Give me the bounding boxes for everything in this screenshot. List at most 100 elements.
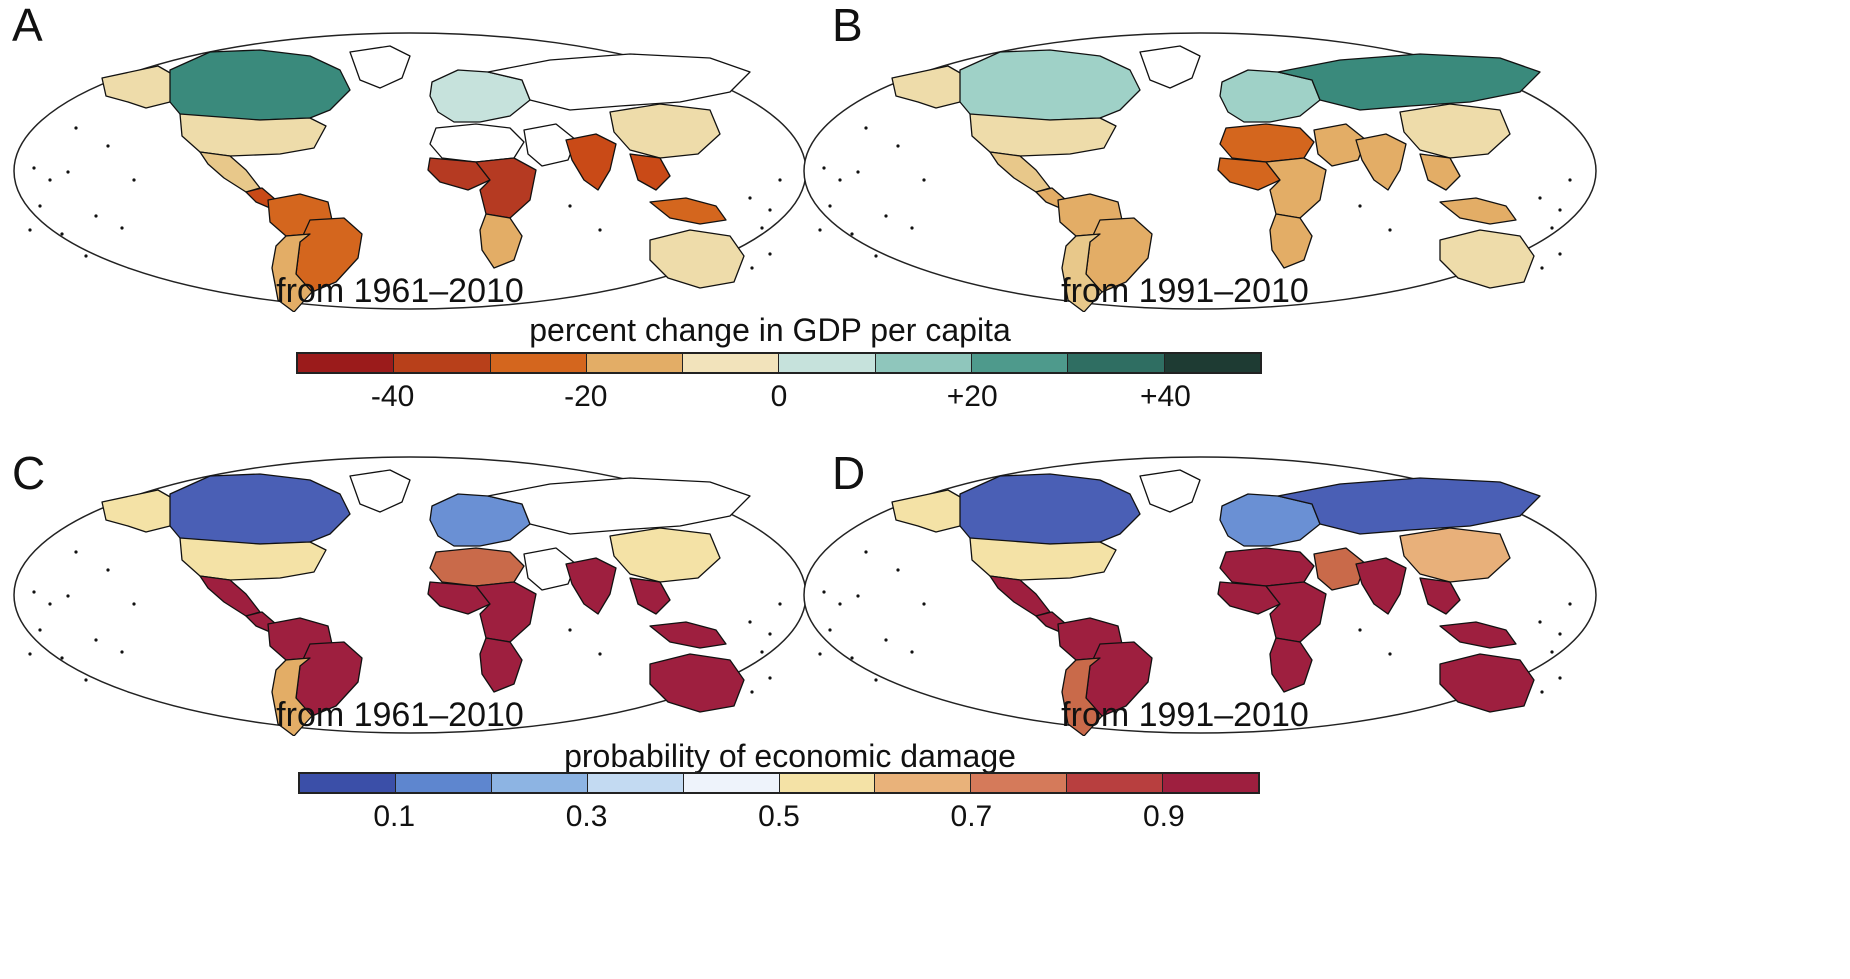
region-nafrica bbox=[1219, 547, 1315, 587]
island-dot bbox=[38, 204, 42, 208]
island-dot bbox=[874, 678, 878, 682]
island-dot bbox=[1558, 676, 1562, 680]
gdp-legend-swatch bbox=[586, 354, 684, 372]
region-russia bbox=[487, 53, 751, 111]
island-dot bbox=[1568, 602, 1572, 606]
region-usa bbox=[969, 113, 1117, 157]
gdp-legend-swatch bbox=[394, 354, 491, 372]
island-dot bbox=[778, 178, 782, 182]
gdp-legend-swatch bbox=[1068, 354, 1165, 372]
island-dot bbox=[838, 178, 842, 182]
region-sa-south bbox=[1061, 657, 1103, 736]
island-dot bbox=[1388, 228, 1392, 232]
region-alaska bbox=[101, 65, 173, 109]
island-dot bbox=[778, 602, 782, 606]
island-dot bbox=[120, 226, 124, 230]
prob-legend-title: probability of economic damage bbox=[564, 738, 1016, 774]
island-dot bbox=[822, 590, 826, 594]
region-russia bbox=[487, 477, 751, 535]
island-dot bbox=[32, 166, 36, 170]
island-dot bbox=[28, 228, 32, 232]
world-map-d bbox=[803, 456, 1597, 736]
region-india bbox=[1355, 133, 1407, 191]
region-australia bbox=[649, 653, 745, 713]
gdp-legend-swatch bbox=[779, 354, 876, 372]
island-dot bbox=[84, 678, 88, 682]
prob-legend-tick: 0.7 bbox=[950, 800, 993, 833]
island-dot bbox=[66, 170, 70, 174]
prob-legend-swatch bbox=[395, 774, 492, 792]
island-dot bbox=[864, 126, 868, 130]
island-dot bbox=[60, 656, 64, 660]
region-alaska bbox=[891, 489, 963, 533]
region-australia bbox=[649, 229, 745, 289]
gdp-legend-swatch bbox=[972, 354, 1069, 372]
region-middle-east bbox=[1313, 123, 1367, 167]
region-india bbox=[565, 133, 617, 191]
region-south-africa bbox=[1269, 637, 1313, 693]
panel-letter-d: D bbox=[832, 447, 866, 499]
region-australia bbox=[1439, 229, 1535, 289]
prob-legend-swatch bbox=[875, 774, 972, 792]
island-dot bbox=[1550, 226, 1554, 230]
island-dot bbox=[94, 214, 98, 218]
region-nafrica bbox=[1219, 123, 1315, 163]
island-dot bbox=[884, 638, 888, 642]
island-dot bbox=[818, 228, 822, 232]
island-dot bbox=[1358, 204, 1362, 208]
panel-letter-b: B bbox=[832, 0, 863, 51]
prob-legend-swatch bbox=[779, 774, 876, 792]
period-label-d: from 1991–2010 bbox=[1061, 696, 1309, 734]
region-china bbox=[1399, 103, 1511, 159]
island-dot bbox=[132, 178, 136, 182]
island-dot bbox=[922, 602, 926, 606]
region-se-asia bbox=[629, 577, 671, 615]
prob-legend-swatch bbox=[1163, 774, 1259, 792]
world-map-c bbox=[13, 456, 807, 736]
island-dot bbox=[896, 568, 900, 572]
gdp-legend-tick: +20 bbox=[946, 380, 998, 413]
prob-legend-tick: 0.5 bbox=[758, 800, 800, 833]
island-dot bbox=[94, 638, 98, 642]
island-dot bbox=[828, 628, 832, 632]
gdp-legend-swatch bbox=[298, 354, 395, 372]
island-dot bbox=[850, 232, 854, 236]
region-south-africa bbox=[479, 213, 523, 269]
island-dot bbox=[838, 602, 842, 606]
prob-legend-tick: 0.1 bbox=[373, 800, 416, 833]
world-map-b bbox=[803, 32, 1597, 312]
gdp-legend-tick: +40 bbox=[1139, 380, 1191, 413]
island-dot bbox=[1558, 208, 1562, 212]
island-dot bbox=[856, 594, 860, 598]
region-australia bbox=[1439, 653, 1535, 713]
island-dot bbox=[768, 632, 772, 636]
island-dot bbox=[38, 628, 42, 632]
region-middle-east bbox=[1313, 547, 1367, 591]
region-greenland bbox=[1139, 45, 1201, 89]
island-dot bbox=[768, 208, 772, 212]
region-europe bbox=[429, 493, 531, 547]
prob-legend-tick: 0.9 bbox=[1142, 800, 1185, 833]
island-dot bbox=[74, 126, 78, 130]
region-usa bbox=[179, 537, 327, 581]
island-dot bbox=[106, 568, 110, 572]
gdp-legend-swatch bbox=[490, 354, 587, 372]
prob-legend-swatch bbox=[587, 774, 684, 792]
island-dot bbox=[598, 228, 602, 232]
region-nafrica bbox=[429, 547, 525, 587]
island-dot bbox=[748, 620, 752, 624]
island-dot bbox=[1388, 652, 1392, 656]
panel-letter-c: C bbox=[12, 447, 46, 499]
island-dot bbox=[850, 656, 854, 660]
island-dot bbox=[106, 144, 110, 148]
region-se-asia bbox=[629, 153, 671, 191]
gdp-color-scale bbox=[296, 352, 1262, 374]
prob-legend-tick: 0.3 bbox=[565, 800, 608, 833]
region-russia bbox=[1277, 53, 1541, 111]
island-dot bbox=[748, 196, 752, 200]
region-sa-south bbox=[271, 657, 313, 736]
region-usa bbox=[969, 537, 1117, 581]
island-dot bbox=[132, 602, 136, 606]
island-dot bbox=[60, 232, 64, 236]
region-europe bbox=[1219, 493, 1321, 547]
